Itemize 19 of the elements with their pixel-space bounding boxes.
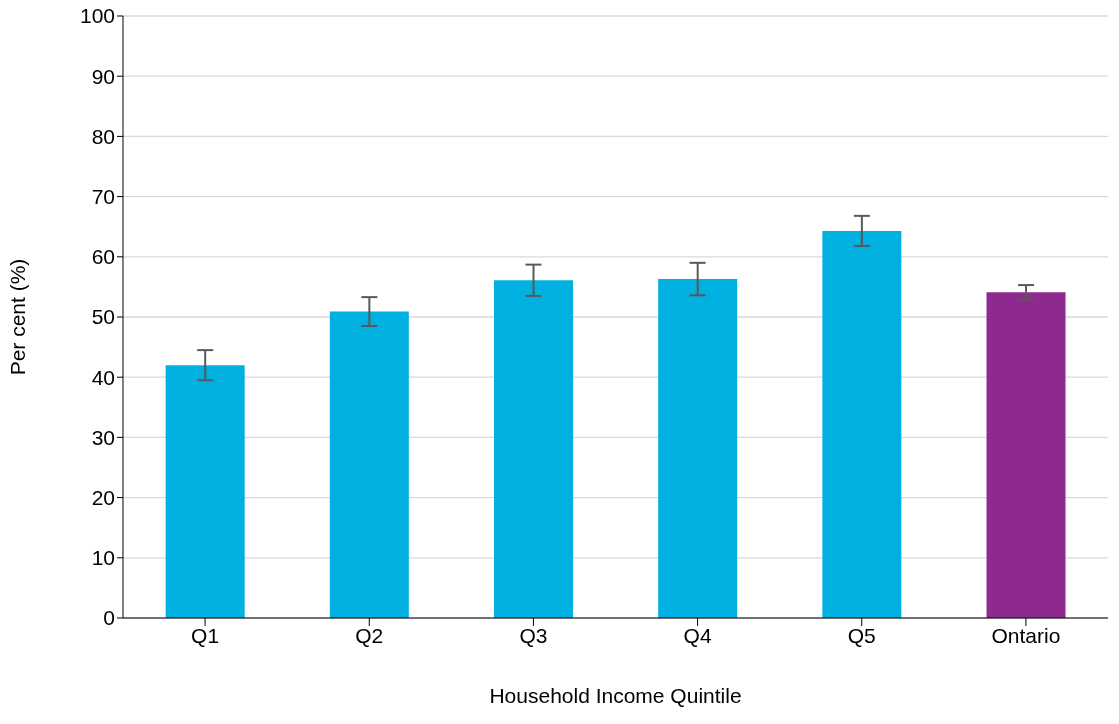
y-tick-label: 100 xyxy=(79,4,115,28)
y-tick-label: 10 xyxy=(91,546,115,570)
y-tick-label: 20 xyxy=(91,486,115,510)
x-tick-label: Ontario xyxy=(991,623,1061,647)
x-tick-label: Q2 xyxy=(355,623,384,647)
y-tick-label: 50 xyxy=(91,305,115,329)
x-tick-label: Q1 xyxy=(191,623,220,647)
y-tick-label: 70 xyxy=(91,185,115,209)
y-tick-label: 30 xyxy=(91,425,115,449)
y-tick-label: 0 xyxy=(103,606,115,630)
x-axis-title: Household Income Quintile xyxy=(489,684,742,707)
y-axis-title: Per cent (%) xyxy=(6,258,30,376)
x-tick-label: Q4 xyxy=(683,623,712,647)
y-tick-label: 60 xyxy=(91,245,115,269)
x-tick-label: Q5 xyxy=(847,623,876,647)
x-tick-label: Q3 xyxy=(519,623,548,647)
y-tick-label: 40 xyxy=(91,365,115,389)
y-tick-label: 90 xyxy=(91,64,115,88)
y-tick-label: 80 xyxy=(91,124,115,148)
